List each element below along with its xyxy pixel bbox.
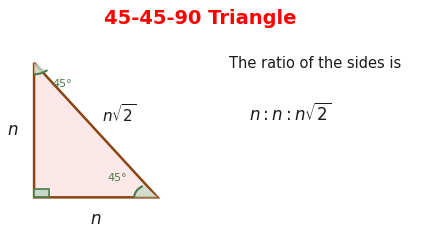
Text: $n\sqrt{2}$: $n\sqrt{2}$ [102,103,137,124]
Text: $n$: $n$ [90,209,101,227]
Polygon shape [34,190,49,197]
Text: 45°: 45° [107,172,127,182]
Polygon shape [134,185,158,197]
Polygon shape [34,64,158,197]
Text: 45°: 45° [52,79,72,89]
Polygon shape [34,64,46,75]
Text: The ratio of the sides is: The ratio of the sides is [229,56,401,71]
Text: $n : n : n\sqrt{2}$: $n : n : n\sqrt{2}$ [249,103,331,124]
Text: $n$: $n$ [7,121,18,138]
Text: 45-45-90 Triangle: 45-45-90 Triangle [104,9,296,28]
